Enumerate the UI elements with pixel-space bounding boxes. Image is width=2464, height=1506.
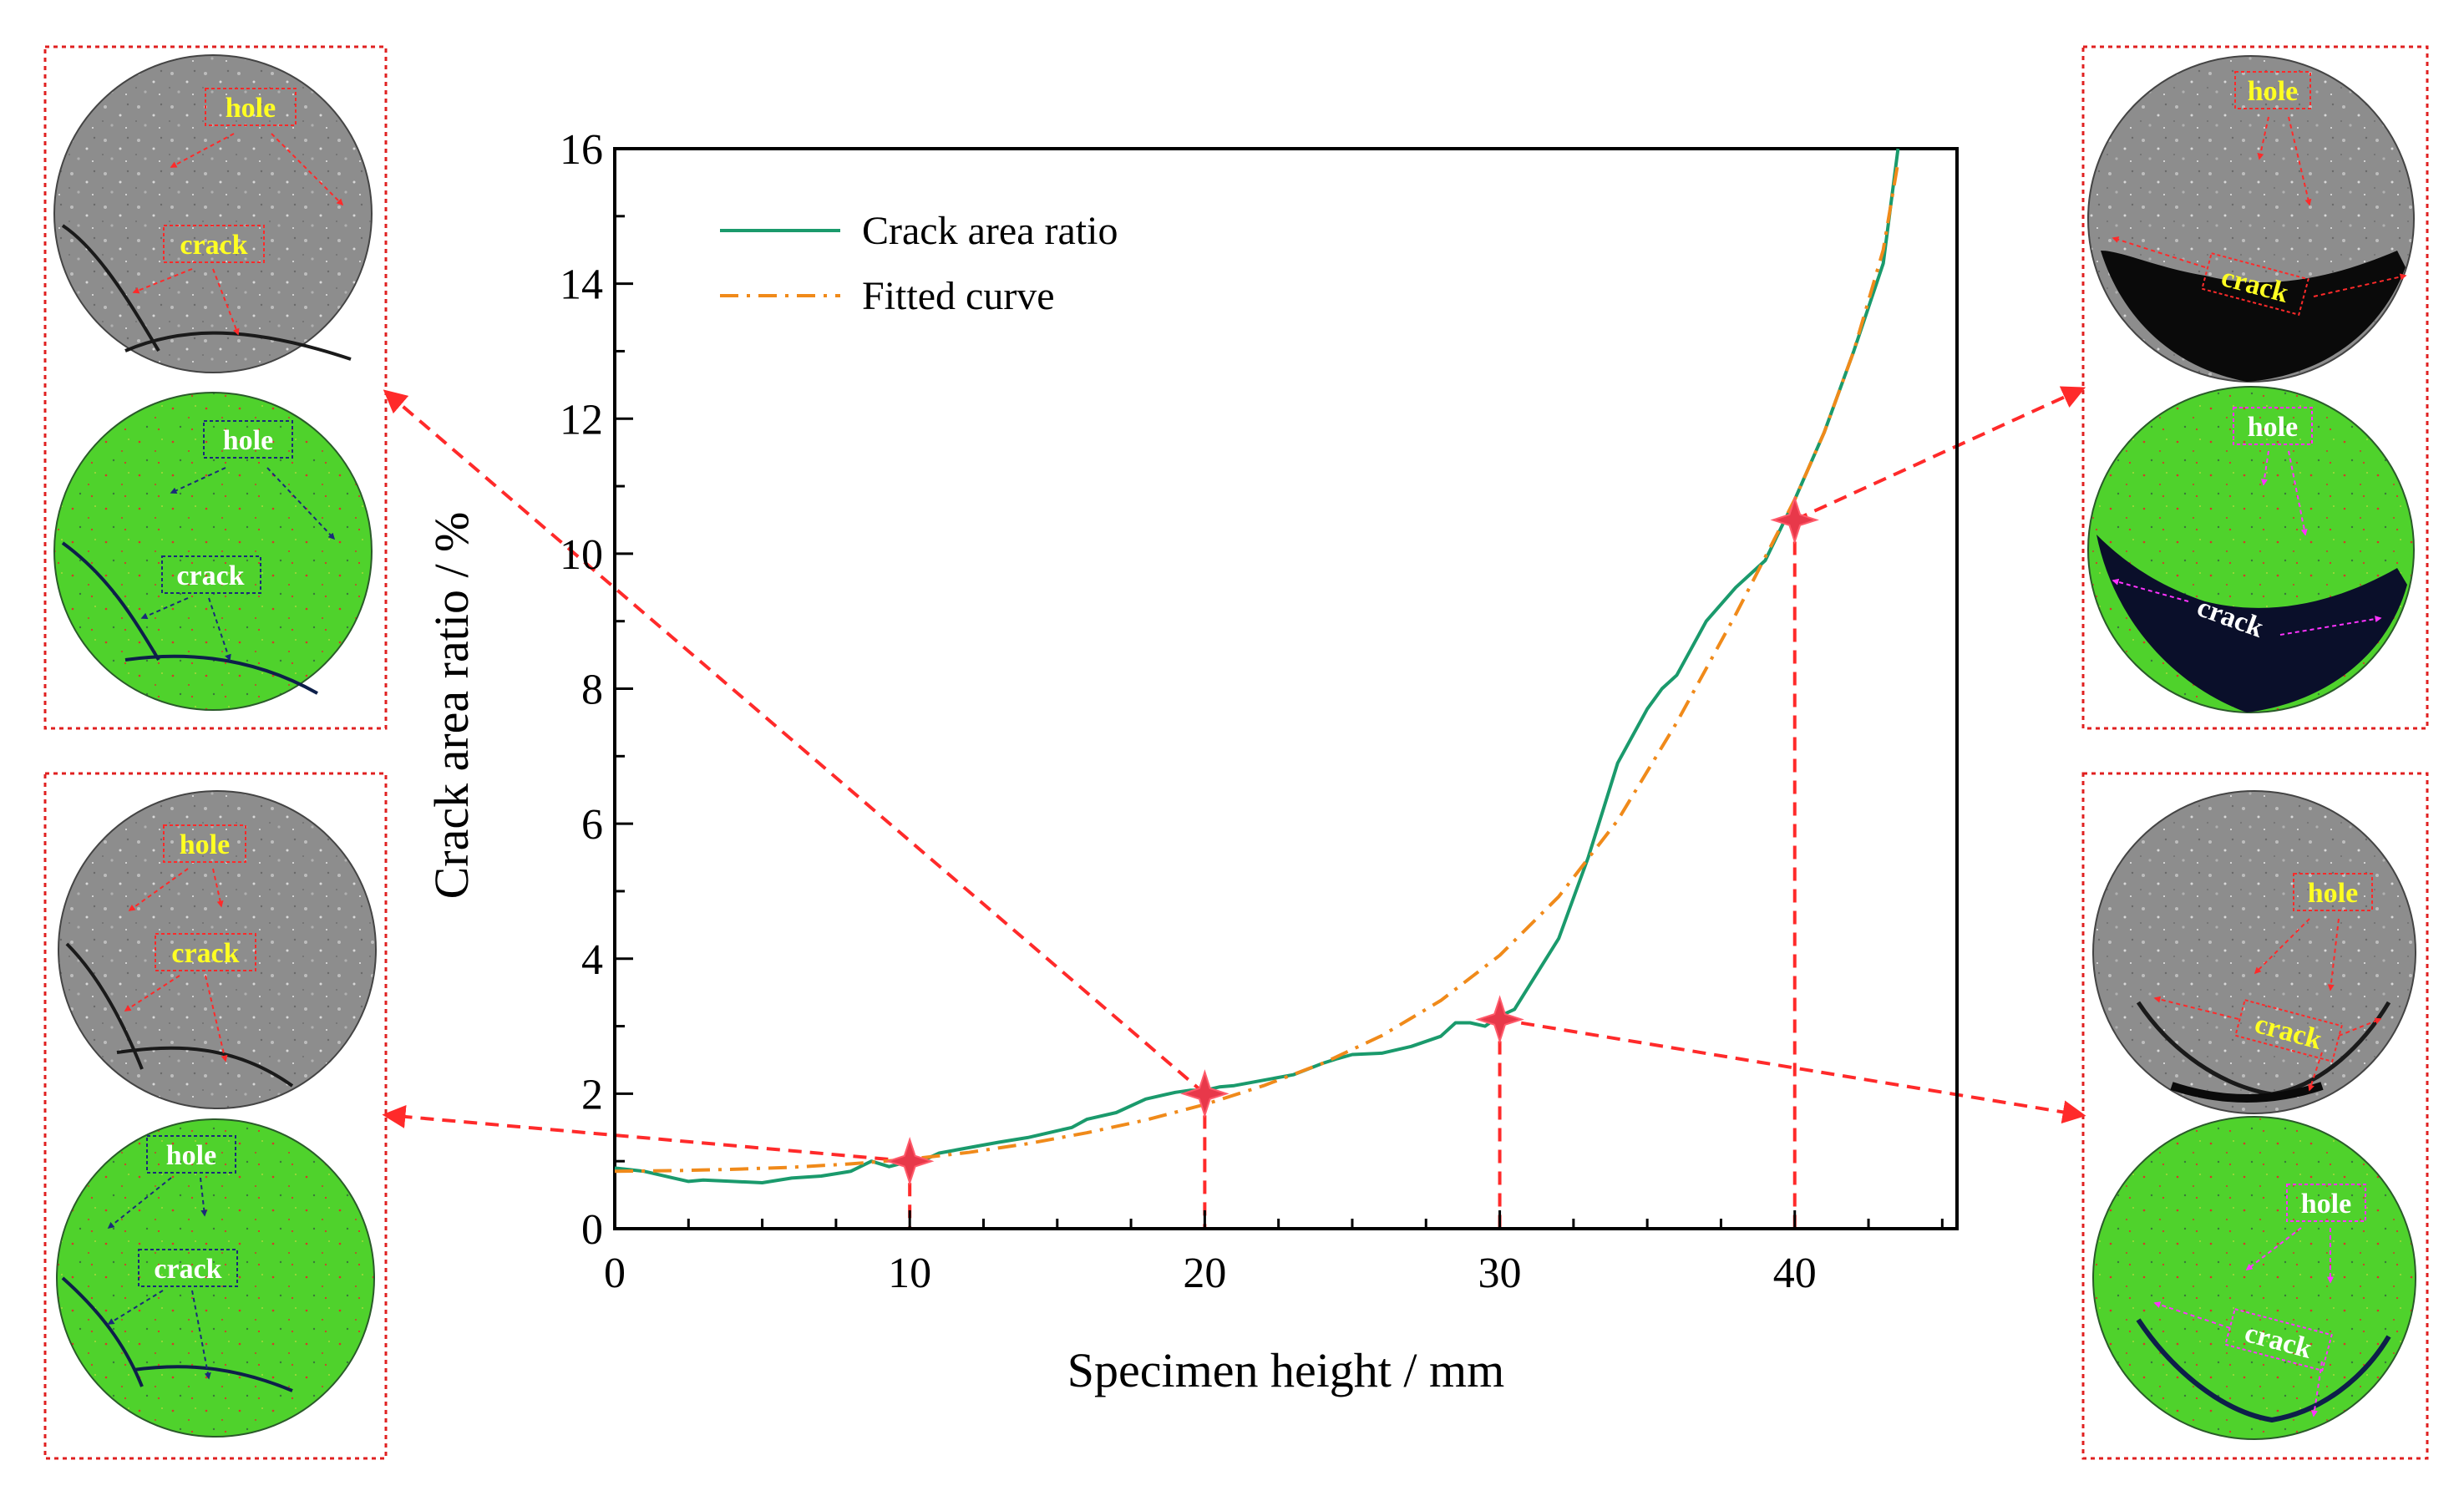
y-tick-label: 4 [581, 936, 603, 984]
x-tick-label: 40 [1773, 1250, 1817, 1297]
y-tick-label: 16 [560, 126, 603, 174]
connector-arrow [1499, 1017, 2086, 1124]
connector-arrow [383, 389, 1206, 1095]
crack-area-ratio-line [614, 148, 1900, 1184]
legend-label: Crack area ratio [862, 209, 1118, 253]
x-tick-label: 10 [888, 1250, 931, 1297]
y-axis-title: Crack area ratio / % [424, 512, 479, 900]
crack-label: crack [176, 560, 244, 591]
y-tick-label: 2 [581, 1071, 603, 1118]
hole-label: hole [2248, 76, 2298, 107]
data-point-marker [1475, 995, 1524, 1044]
x-tick-label: 30 [1478, 1250, 1522, 1297]
y-tick-label: 6 [581, 801, 603, 849]
y-tick-label: 12 [560, 396, 603, 444]
hole-label: hole [226, 93, 276, 124]
y-tick-label: 0 [581, 1206, 603, 1254]
x-tick-label: 20 [1183, 1250, 1226, 1297]
hole-label: hole [2308, 878, 2358, 909]
axes-frame [613, 147, 1959, 1230]
hole-label: hole [180, 829, 230, 860]
crack-label: crack [171, 938, 239, 969]
data-point-marker [1180, 1069, 1229, 1118]
y-tick-label: 10 [560, 531, 603, 579]
x-tick-label: 0 [604, 1250, 626, 1297]
y-tick-label: 8 [581, 667, 603, 714]
data-point-marker [1770, 495, 1819, 545]
plot-area: 0 10 20 30 40 0 2 4 6 8 10 12 14 16 Specimen height / … [382, 126, 2086, 1397]
connector-arrow [1793, 386, 2086, 522]
hole-label: hole [166, 1140, 216, 1171]
legend-label: Fitted curve [862, 274, 1055, 318]
hole-label: hole [223, 425, 273, 456]
connector-arrow [382, 1105, 910, 1164]
ct-panel-top-left: hole crack hole crack [43, 45, 388, 730]
ct-panel-bottom-right: hole crack hole crack [2081, 772, 2429, 1460]
x-axis-title: Specimen height / mm [1067, 1343, 1505, 1397]
hole-label: hole [2248, 412, 2298, 443]
fitted-curve-line [614, 161, 1900, 1174]
ct-panel-bottom-left: hole crack hole crack [43, 772, 388, 1460]
y-tick-label: 14 [560, 261, 603, 309]
crack-label: crack [154, 1254, 221, 1285]
data-point-marker [885, 1136, 935, 1186]
hole-label: hole [2301, 1189, 2351, 1220]
ct-panel-top-right: hole crack hole crack [2081, 45, 2429, 730]
crack-label: crack [180, 230, 247, 261]
